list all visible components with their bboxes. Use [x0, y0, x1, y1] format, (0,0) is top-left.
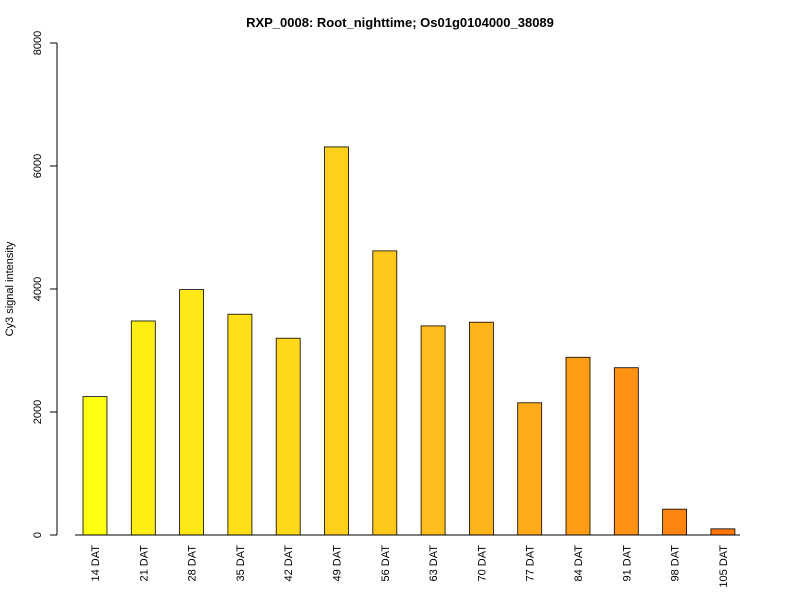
x-tick-label: 56 DAT — [380, 545, 392, 582]
x-tick-label: 70 DAT — [476, 545, 488, 582]
y-tick-label: 6000 — [32, 154, 44, 178]
x-tick-label: 77 DAT — [525, 545, 537, 582]
x-tick-labels: 14 DAT 21 DAT 28 DAT 35 DAT 42 DAT 49 DAT 56 D… — [90, 545, 730, 588]
y-tick-label: 4000 — [32, 277, 44, 301]
x-tick-label: 63 DAT — [428, 545, 440, 582]
bar-105-dat — [710, 528, 736, 536]
x-tick-label: 42 DAT — [283, 545, 295, 582]
x-tick-label: 21 DAT — [138, 545, 150, 582]
bars-group — [82, 146, 736, 536]
bar-84-dat — [565, 356, 591, 536]
chart-title: RXP_0008: Root_nighttime; Os01g0104000_3… — [246, 15, 554, 30]
bar-28-dat — [179, 289, 205, 536]
bar-35-dat — [227, 313, 253, 536]
x-tick-label: 49 DAT — [332, 545, 344, 582]
bar-70-dat — [468, 321, 494, 536]
bar-77-dat — [517, 402, 543, 536]
x-tick-label: 105 DAT — [718, 545, 730, 588]
y-axis-label: Cy3 signal intensity — [4, 241, 16, 336]
x-tick-label: 91 DAT — [621, 545, 633, 582]
x-tick-label: 14 DAT — [90, 545, 102, 582]
bar-14-dat — [82, 396, 108, 536]
x-tick-label: 35 DAT — [235, 545, 247, 582]
x-tick-label: 84 DAT — [573, 545, 585, 582]
y-axis: 0 2000 4000 6000 8000 — [32, 31, 58, 538]
bar-63-dat — [420, 325, 446, 536]
bar-91-dat — [613, 367, 639, 536]
bar-56-dat — [372, 250, 398, 536]
y-tick-label: 2000 — [32, 400, 44, 424]
bar-98-dat — [662, 508, 687, 536]
bar-42-dat — [275, 337, 301, 536]
x-tick-label: 98 DAT — [670, 545, 682, 582]
bar-21-dat — [130, 320, 156, 536]
y-tick-label: 0 — [32, 532, 44, 538]
x-tick-label: 28 DAT — [187, 545, 199, 582]
y-tick-label: 8000 — [32, 31, 44, 55]
bar-49-dat — [324, 146, 349, 536]
